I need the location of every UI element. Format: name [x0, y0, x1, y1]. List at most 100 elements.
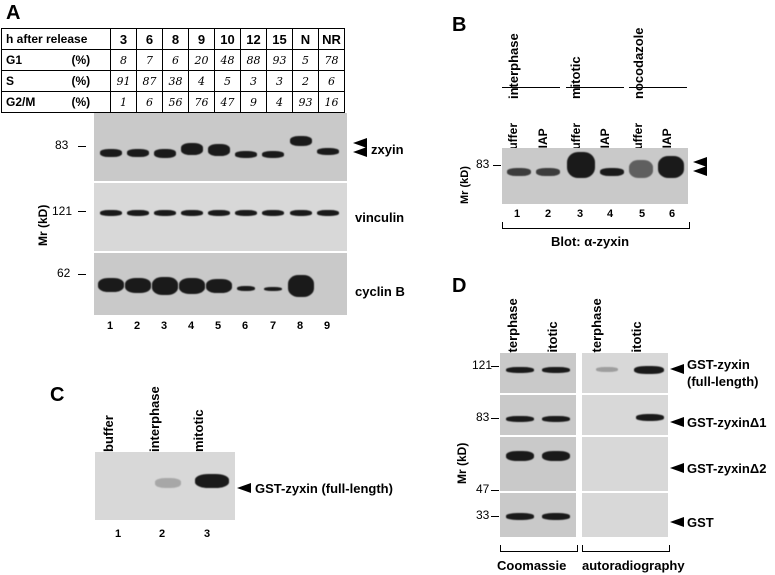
- autorad-band: [634, 366, 664, 374]
- zyxin-band: [536, 168, 560, 176]
- table-cell: 8: [110, 49, 137, 71]
- lane-number: 1: [115, 528, 122, 540]
- mr-axis-label: Mr (kD): [36, 204, 50, 246]
- lower-arrow: [693, 166, 707, 176]
- table-cell: 87: [136, 70, 163, 92]
- autoradiography-bracket: [582, 545, 670, 552]
- table-cell: 5: [292, 49, 319, 71]
- coomassie-bracket: [500, 545, 578, 552]
- table-header-row: h after release 3 6 8 9 10 12 15 N NR: [1, 28, 345, 50]
- coomassie-row-3: [500, 437, 576, 491]
- zyxin-band: [317, 148, 339, 155]
- table-row-g2m: G2/M (%) 1 6 56 76 47 9 4 93 16: [1, 91, 345, 113]
- autorad-band: [636, 414, 664, 421]
- vinculin-label: vinculin: [355, 210, 405, 225]
- lane-number: 9: [324, 320, 331, 332]
- row-arrow: [670, 463, 684, 473]
- table-cell: 16: [318, 91, 345, 113]
- row-arrow: [670, 517, 684, 527]
- timepoint-header: 9: [188, 28, 215, 50]
- marker-tick: [493, 165, 501, 166]
- zyxin-band: [181, 143, 203, 155]
- coomassie-band: [542, 451, 570, 461]
- table-cell: 91: [110, 70, 137, 92]
- mr-axis-label: Mr (kD): [459, 166, 471, 204]
- lane-number: 3: [577, 208, 584, 220]
- cell-cycle-table: h after release 3 6 8 9 10 12 15 N NR G1…: [1, 28, 345, 113]
- lane-number: 6: [669, 208, 676, 220]
- marker-tick: [491, 418, 499, 419]
- upper-arrow: [353, 138, 367, 148]
- timepoint-header: 15: [266, 28, 293, 50]
- coomassie-band: [542, 416, 570, 422]
- lane-number: 3: [204, 528, 211, 540]
- lane-number: 1: [514, 208, 521, 220]
- marker-tick: [491, 490, 499, 491]
- cyclin-b-band: [98, 278, 124, 292]
- coomassie-band: [542, 513, 570, 520]
- zyxin-band: [290, 136, 312, 146]
- cyclin-b-band: [237, 286, 255, 291]
- marker-tick: [78, 211, 86, 212]
- lane-number: 5: [215, 320, 222, 332]
- cyclin-b-band: [152, 277, 178, 295]
- table-cell: 9: [240, 91, 267, 113]
- vinculin-band: [317, 210, 339, 216]
- marker-tick: [78, 274, 86, 275]
- lane-label: buffer: [101, 415, 116, 452]
- table-cell: 5: [214, 70, 241, 92]
- lane-number: 3: [161, 320, 168, 332]
- zyxin-band: [208, 144, 230, 156]
- cyclin-b-band: [264, 287, 282, 291]
- vinculin-band: [100, 210, 122, 216]
- panel-b-blot: [502, 148, 688, 204]
- marker-121-label: 121: [472, 358, 493, 372]
- row-label-text: S: [6, 74, 15, 88]
- zyxin-band: [235, 151, 257, 158]
- table-cell: 78: [318, 49, 345, 71]
- lane-number: 4: [188, 320, 195, 332]
- table-cell: 93: [292, 91, 319, 113]
- row-unit: (%): [71, 53, 91, 67]
- vinculin-band: [208, 210, 230, 216]
- coomassie-band: [506, 513, 534, 520]
- zyxin-band: [567, 152, 595, 178]
- lane-number: 2: [545, 208, 552, 220]
- marker-tick: [491, 516, 499, 517]
- group-label-mitotic: mitotic: [568, 56, 583, 99]
- vinculin-band: [235, 210, 257, 216]
- table-cell: 4: [188, 70, 215, 92]
- panel-b-label: B: [452, 14, 467, 36]
- vinculin-band: [181, 210, 203, 216]
- panel-c-label: C: [50, 384, 65, 406]
- marker-62-label: 62: [57, 266, 71, 280]
- mr-axis-label: Mr (kD): [455, 442, 469, 484]
- lane-number: 2: [134, 320, 141, 332]
- marker-tick: [78, 146, 86, 147]
- cyclin-b-label: cyclin B: [355, 284, 405, 299]
- group-overline: [502, 87, 560, 88]
- timepoint-header: 8: [162, 28, 189, 50]
- coomassie-band: [506, 451, 534, 461]
- zyxin-band: [154, 149, 176, 158]
- table-cell: 4: [266, 91, 293, 113]
- zyxin-label: zxyin: [371, 142, 404, 157]
- zyxin-band: [507, 168, 531, 176]
- vinculin-band: [127, 210, 149, 216]
- group-overline: [629, 87, 687, 88]
- gst-zyxin-d2-label: GST-zyxinΔ2: [687, 461, 767, 476]
- lane-label: mitotic: [191, 409, 206, 452]
- table-cell: 93: [266, 49, 293, 71]
- lane-number: 5: [639, 208, 646, 220]
- autoradiography-label: autoradiography: [582, 558, 685, 573]
- lane-label: interphase: [147, 386, 162, 452]
- cyclin-b-band: [125, 278, 151, 293]
- table-cell: 1: [110, 91, 137, 113]
- cyclin-b-blot: [94, 253, 347, 315]
- table-header-label: h after release: [1, 28, 111, 50]
- group-label-interphase: interphase: [506, 33, 521, 99]
- timepoint-header: N: [292, 28, 319, 50]
- table-cell: 76: [188, 91, 215, 113]
- lane-number: 2: [159, 528, 166, 540]
- gst-zyxin-label: GST-zyxin: [687, 357, 750, 372]
